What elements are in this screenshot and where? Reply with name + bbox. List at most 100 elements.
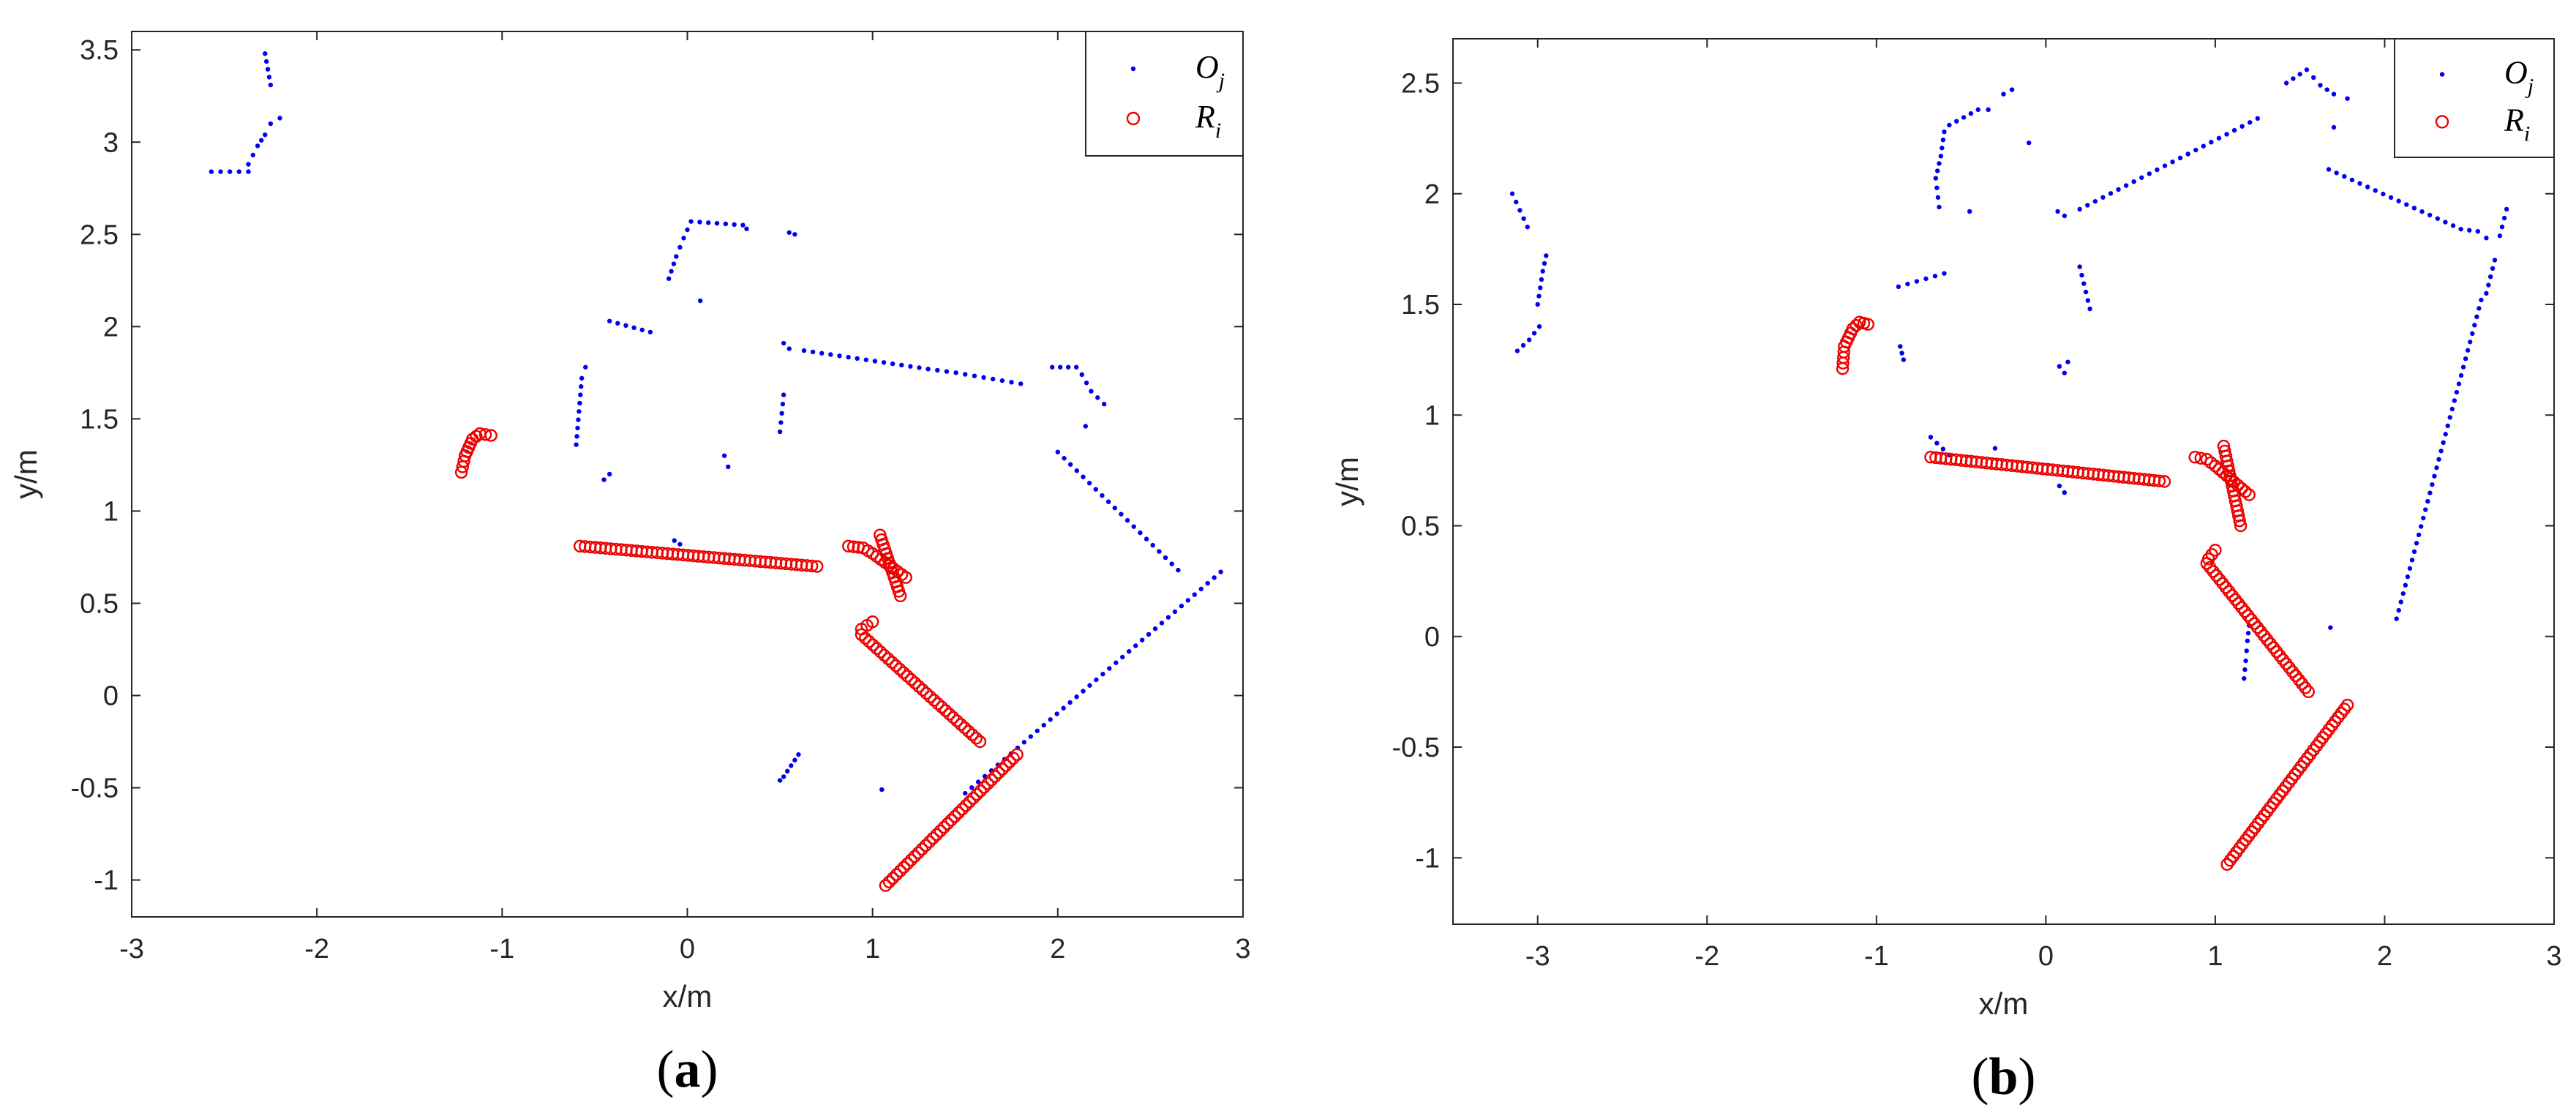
series-ri [454,427,1024,892]
y-tick-label: -0.5 [71,773,119,804]
data-point-obstacle [2357,181,2362,186]
data-point-obstacle [1940,137,1946,143]
data-point-obstacle [2065,359,2070,364]
data-point-obstacle [2404,202,2409,207]
data-point-robot [966,728,979,741]
y-tick-label: 1.5 [80,404,119,435]
data-point-obstacle [819,351,825,356]
data-point-robot [908,850,922,863]
data-point-obstacle [2239,124,2245,129]
data-point-robot [974,784,987,798]
data-point-obstacle [2244,648,2249,653]
data-point-obstacle [697,220,702,225]
data-point-robot [963,795,976,809]
data-point-obstacle [2456,381,2462,386]
data-point-obstacle [2185,151,2190,157]
data-point-obstacle [615,321,620,326]
data-point-obstacle [2139,175,2144,180]
data-point-obstacle [2245,631,2251,636]
data-point-obstacle [2162,163,2168,168]
data-point-obstacle [2497,233,2503,239]
data-point-obstacle [2057,483,2062,489]
data-point-obstacle [2155,167,2160,173]
y-tick-label: 3.5 [80,35,119,66]
data-point-obstacle [1961,115,1967,120]
data-point-obstacle [578,392,583,397]
data-point-obstacle [2123,183,2129,188]
y-tick-label: 0 [1424,622,1440,653]
data-point-robot [952,806,965,820]
data-point-obstacle [1896,284,1901,289]
data-point-obstacle [2450,223,2456,228]
y-tick-label: -1 [94,866,119,896]
data-point-obstacle [250,152,256,158]
data-point-obstacle [2484,236,2489,241]
data-point-obstacle [2474,314,2479,320]
data-point-obstacle [2304,67,2310,72]
data-point-robot [846,540,860,553]
data-point-obstacle [2465,348,2471,353]
data-point-robot [999,759,1013,772]
data-point-obstacle [925,367,931,372]
data-point-obstacle [1212,575,1217,580]
data-point-obstacle [2499,224,2505,230]
data-point-obstacle [1535,301,1540,307]
data-point-robot [2234,519,2248,533]
data-point-robot [890,868,904,881]
data-point-robot [886,872,900,885]
data-point-obstacle [2427,212,2433,218]
data-point-obstacle [1937,204,1942,210]
data-point-robot [926,831,939,845]
legend-marker-obstacle [2439,72,2445,77]
data-point-robot [954,718,968,731]
data-point-obstacle [1198,586,1203,592]
data-point-obstacle [872,359,878,364]
data-point-obstacle [2403,582,2408,588]
data-point-obstacle [1083,424,1089,429]
data-point-obstacle [981,375,986,381]
data-point-obstacle [579,384,584,389]
data-point-obstacle [2243,658,2248,664]
data-point-obstacle [2009,87,2015,92]
data-point-robot [904,672,918,686]
data-point-obstacle [781,774,786,779]
data-point-obstacle [2201,143,2207,149]
data-point-obstacle [2475,228,2481,234]
data-point-obstacle [972,373,977,378]
data-point-robot [947,711,960,724]
data-point-robot [2209,544,2222,557]
data-point-obstacle [2443,432,2448,437]
legend-box [2394,38,2555,158]
data-point-robot [992,766,1005,779]
data-point-robot [484,429,497,442]
data-point-robot [977,781,991,794]
data-point-obstacle [2411,206,2417,211]
data-point-robot [941,817,954,831]
data-point-obstacle [1205,580,1210,586]
data-point-obstacle [969,785,975,790]
x-tick-label: 0 [2038,941,2054,972]
data-point-obstacle [1967,209,1972,214]
data-point-obstacle [2479,297,2484,303]
plot-area [131,31,1244,918]
y-tick-label: 2 [1424,179,1440,210]
data-point-obstacle [574,434,579,439]
data-point-obstacle [2470,331,2475,337]
data-point-obstacle [1905,281,1910,287]
data-point-obstacle [796,752,801,757]
data-point-obstacle [705,220,711,225]
data-point-obstacle [2425,498,2430,504]
data-point-obstacle [2324,87,2329,92]
data-point-robot [985,773,998,787]
x-tick-label: 0 [680,934,695,964]
data-point-robot [470,430,483,443]
data-point-obstacle [2291,76,2296,81]
data-point-robot [805,559,819,573]
data-point-obstacle [263,132,268,138]
data-point-obstacle [2079,272,2084,278]
data-point-robot [1007,752,1020,765]
data-point-obstacle [2449,406,2455,412]
data-point-robot [1850,319,1863,332]
data-point-obstacle [1538,285,1543,291]
